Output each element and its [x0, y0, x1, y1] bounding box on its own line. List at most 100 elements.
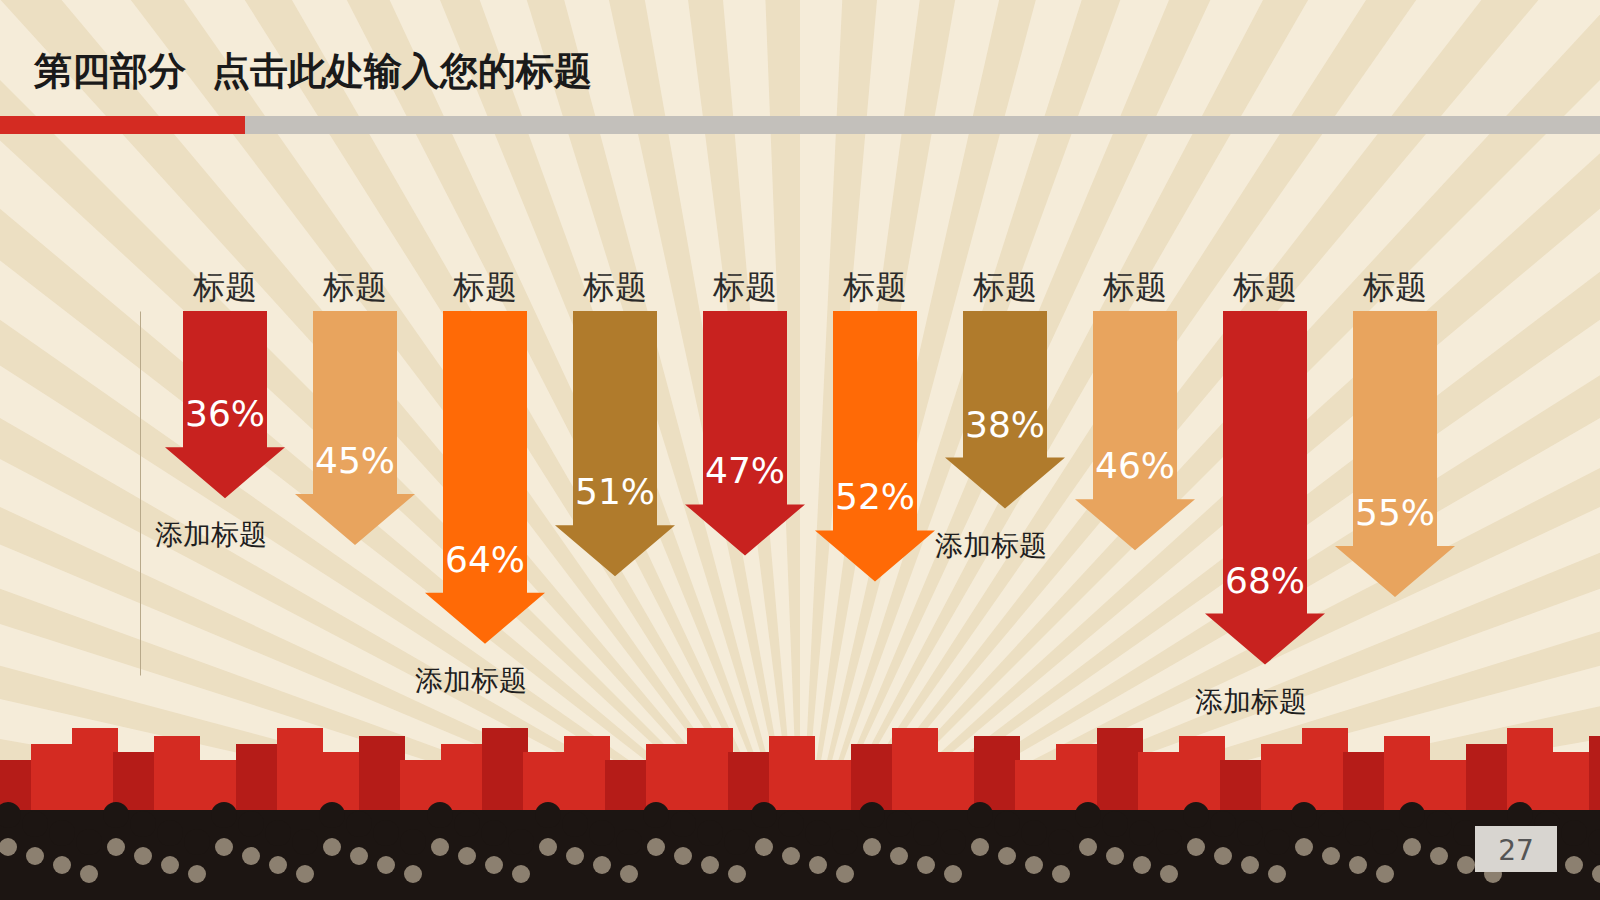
head — [508, 829, 534, 855]
face — [242, 847, 260, 865]
face — [971, 838, 989, 856]
data-label: 36% — [185, 393, 265, 434]
face — [944, 865, 962, 883]
face — [1295, 838, 1313, 856]
head — [76, 829, 102, 855]
head — [1264, 829, 1290, 855]
flag — [31, 744, 77, 820]
face — [836, 865, 854, 883]
face — [485, 856, 503, 874]
page-number: 27 — [1498, 834, 1534, 867]
face — [1214, 847, 1232, 865]
arrow-bar — [165, 311, 285, 498]
arrow-bar — [555, 311, 675, 576]
data-label: 55% — [1355, 492, 1435, 533]
face — [431, 838, 449, 856]
head — [211, 802, 237, 828]
data-label: 45% — [315, 440, 395, 481]
category-label: 标题 — [322, 268, 387, 306]
head — [22, 811, 48, 837]
face — [917, 856, 935, 874]
category-label: 标题 — [1102, 268, 1167, 306]
sun-ray — [800, 196, 1600, 880]
face — [1160, 865, 1178, 883]
face — [1268, 865, 1286, 883]
head — [1021, 820, 1047, 846]
face — [1592, 865, 1600, 883]
face — [863, 838, 881, 856]
face — [755, 838, 773, 856]
head — [49, 820, 75, 846]
head — [697, 820, 723, 846]
head — [616, 829, 642, 855]
face — [107, 838, 125, 856]
slide: 第四部分 点击此处输入您的标题标题标题标题标题标题标题标题标题标题标题36%45… — [0, 0, 1600, 900]
face — [1457, 856, 1475, 874]
category-tick: 标题 — [712, 268, 777, 306]
face — [377, 856, 395, 874]
category-label: 标题 — [582, 268, 647, 306]
flag — [277, 728, 323, 820]
flag — [482, 728, 528, 820]
head — [913, 820, 939, 846]
face — [1349, 856, 1367, 874]
arrow-bar — [945, 311, 1065, 509]
data-label: 52% — [835, 476, 915, 517]
head — [1426, 811, 1452, 837]
head — [670, 811, 696, 837]
head — [454, 811, 480, 837]
head — [805, 820, 831, 846]
arrow-bar — [1335, 311, 1455, 597]
category-label: 标题 — [1232, 268, 1297, 306]
face — [1079, 838, 1097, 856]
head — [1048, 829, 1074, 855]
face — [134, 847, 152, 865]
head — [1507, 802, 1533, 828]
head — [724, 829, 750, 855]
head — [265, 820, 291, 846]
face — [269, 856, 287, 874]
flag — [1343, 752, 1389, 820]
face — [53, 856, 71, 874]
head — [1588, 829, 1600, 855]
crowd-base — [0, 810, 1600, 900]
category-tick: 标题 — [582, 268, 647, 306]
head — [535, 802, 561, 828]
head — [778, 811, 804, 837]
data-label: 68% — [1225, 560, 1305, 601]
head — [1372, 829, 1398, 855]
face — [566, 847, 584, 865]
flag — [687, 728, 733, 820]
arrow-bar — [815, 311, 935, 581]
face — [1187, 838, 1205, 856]
arrow-bar — [1205, 311, 1325, 665]
head — [400, 829, 426, 855]
face — [80, 865, 98, 883]
category-tick: 标题 — [452, 268, 517, 306]
head — [319, 802, 345, 828]
head — [751, 802, 777, 828]
face — [809, 856, 827, 874]
head — [238, 811, 264, 837]
face — [1403, 838, 1421, 856]
flag — [236, 744, 282, 820]
flag — [359, 736, 405, 820]
head — [832, 829, 858, 855]
face — [1322, 847, 1340, 865]
annotation: 添加标题 — [415, 664, 527, 697]
arrow-bar — [295, 311, 415, 545]
data-label: 51% — [575, 471, 655, 512]
category-tick: 标题 — [972, 268, 1037, 306]
face — [1106, 847, 1124, 865]
category-label: 标题 — [192, 268, 257, 306]
flag — [564, 736, 610, 820]
arrow-bar — [425, 311, 545, 644]
head — [157, 820, 183, 846]
face — [0, 838, 17, 856]
face — [404, 865, 422, 883]
arrows — [165, 311, 1455, 665]
title: 第四部分 点击此处输入您的标题 — [33, 49, 592, 93]
face — [647, 838, 665, 856]
head — [643, 802, 669, 828]
annotations: 添加标题添加标题添加标题添加标题 — [155, 518, 1307, 717]
